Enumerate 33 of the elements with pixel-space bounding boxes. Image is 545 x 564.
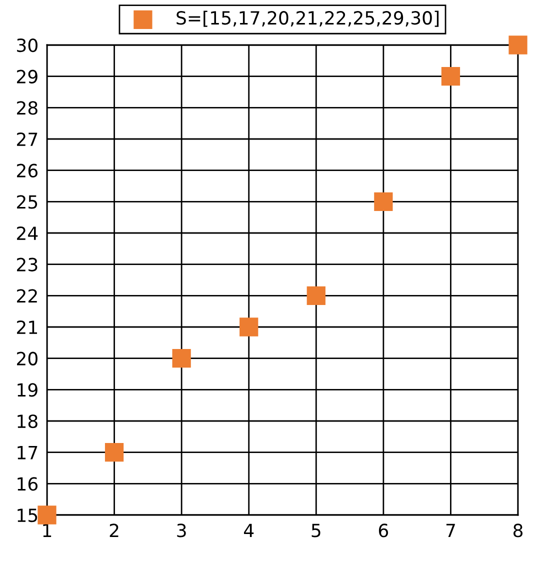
x-tick-label: 2	[110, 524, 118, 538]
x-tick-label: 8	[513, 524, 523, 538]
x-tick-label: 3	[177, 524, 186, 538]
y-tick-label: 20	[17, 352, 38, 366]
y-tick-label: 29	[17, 70, 38, 84]
point	[441, 67, 460, 86]
y-tick-label: 28	[17, 101, 38, 115]
y-tick-label: 24	[17, 226, 38, 240]
x-tick-label: 4	[244, 524, 254, 538]
y-tick-label: 30	[17, 38, 38, 52]
y-tick-label: 18	[18, 414, 38, 428]
y-tick-label: 23	[17, 258, 38, 272]
point	[104, 443, 124, 462]
point	[172, 349, 191, 368]
y-tick-label: 16	[18, 477, 38, 491]
legend-label: S=[15,17,20,21,22,25,29,30]	[176, 10, 439, 27]
point	[38, 506, 56, 524]
x-tick-label: 6	[378, 524, 388, 538]
x-tick-label: 7	[446, 524, 455, 538]
y-tick-label: 15	[18, 508, 38, 522]
y-tick-label: 17	[18, 446, 38, 460]
y-tick-label: 22	[17, 289, 37, 303]
point	[508, 36, 528, 54]
point	[306, 286, 326, 305]
y-tick-label: 26	[17, 164, 38, 178]
y-tick-label: 25	[17, 195, 38, 209]
point	[240, 318, 258, 336]
y-tick-label: 27	[17, 132, 38, 146]
point	[374, 192, 393, 211]
x-tick-label: 5	[312, 524, 320, 538]
x-tick-label: 1	[43, 524, 52, 538]
y-tick-label: 19	[18, 383, 38, 397]
y-tick-label: 21	[17, 320, 37, 334]
